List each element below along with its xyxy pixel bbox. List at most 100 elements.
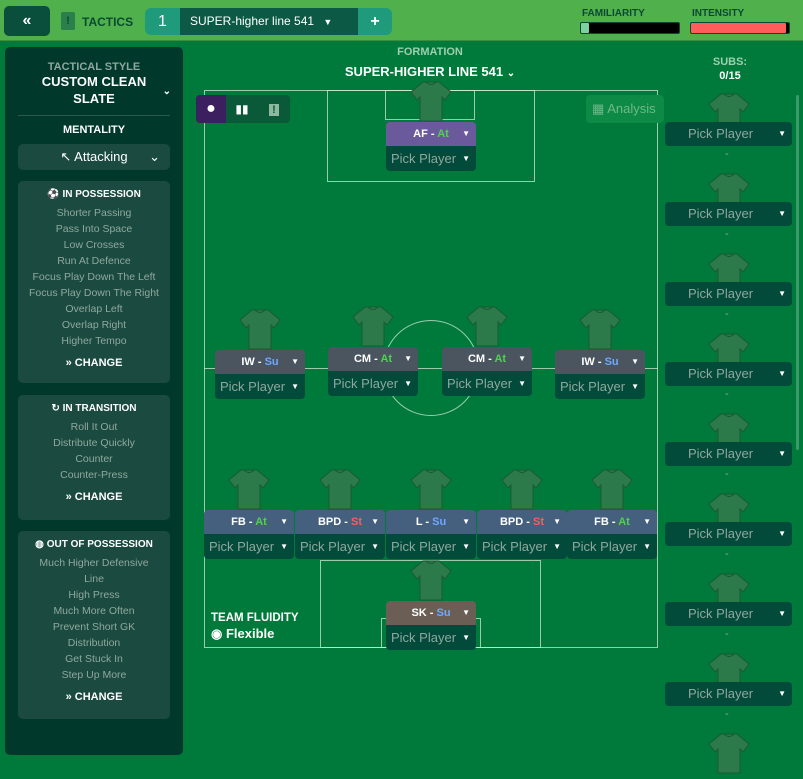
role-duty-select[interactable]: BPD - St ▼ [477,510,567,534]
sub-slot-select[interactable]: Pick Player ▼ [665,362,792,386]
double-chevron-left-icon: « [22,12,32,29]
tactic-selector[interactable]: SUPER-higher line 541 ▼ [180,8,358,35]
pick-player-label: Pick Player [688,126,754,141]
transition-icon: ↻ [51,403,63,414]
player-slot-cm: CM - At ▼ Pick Player ▼ [328,347,418,396]
subs-label: SUBS: [712,56,748,68]
role-duty-select[interactable]: IW - Su ▼ [215,350,305,374]
change-label: CHANGE [74,691,123,703]
familiarity-meter[interactable] [580,22,680,34]
tactical-style-select[interactable]: CUSTOM CLEAN SLATE ⌄ [5,73,183,107]
role-duty-select[interactable]: FB - At ▼ [567,510,657,534]
role-separator: - [254,356,265,368]
dropdown-arrow-icon: ▼ [778,529,786,538]
dropdown-arrow-icon: ▼ [518,354,526,363]
player-slot-af: AF - At ▼ Pick Player ▼ [386,122,476,171]
pick-player-select[interactable]: Pick Player ▼ [442,371,532,396]
pick-player-label: Pick Player [688,446,754,461]
sub-slot-select[interactable]: Pick Player ▼ [665,122,792,146]
pick-player-select[interactable]: Pick Player ▼ [477,534,567,559]
player-shirt-icon [409,80,453,122]
dropdown-arrow-icon: ▼ [371,517,379,526]
subs-scrollbar[interactable] [796,95,799,450]
dropdown-arrow-icon: ▼ [462,129,470,138]
duty-name: At [255,516,267,528]
pick-player-label: Pick Player [560,379,626,394]
role-separator: - [608,516,619,528]
dropdown-arrow-icon: ▼ [553,517,561,526]
mentality-select[interactable]: ↖ Attacking ⌄ [18,144,170,170]
role-name: FB [231,516,246,528]
pick-player-select[interactable]: Pick Player ▼ [295,534,385,559]
role-separator: - [422,516,433,528]
role-separator: - [523,516,533,528]
in-transition-title: ↻ IN TRANSITION [18,403,170,414]
role-name: BPD [499,516,524,528]
sub-slot-select[interactable]: Pick Player ▼ [665,522,792,546]
change-button[interactable]: » CHANGE [18,691,170,703]
pick-player-select[interactable]: Pick Player ▼ [567,534,657,559]
formation-select[interactable]: SUPER-HIGHER LINE 541 ⌄ [300,64,560,79]
instruction-item: Overlap Right [61,319,127,331]
tactics-view-button[interactable]: ! [258,95,290,123]
pick-player-select[interactable]: Pick Player ▼ [386,146,476,171]
sub-shirt-icon [707,732,751,774]
role-separator: - [245,516,256,528]
player-slot-fb: FB - At ▼ Pick Player ▼ [567,510,657,559]
role-duty-select[interactable]: FB - At ▼ [204,510,294,534]
role-name: L [415,516,423,528]
familiarity-label: FAMILIARITY [582,8,645,19]
player-view-button[interactable]: ● [196,95,226,123]
target-icon: ◉ [211,626,223,641]
role-name: IW [241,356,255,368]
role-duty-select[interactable]: SK - Su ▼ [386,601,476,625]
add-tactic-button[interactable]: + [358,8,392,35]
sub-slot-select[interactable]: Pick Player ▼ [665,682,792,706]
player-shirt-icon [351,305,395,347]
pick-player-select[interactable]: Pick Player ▼ [386,625,476,650]
pick-player-label: Pick Player [391,151,457,166]
analysis-button[interactable]: ▦ Analysis [586,95,664,123]
change-button[interactable]: » CHANGE [18,491,170,503]
pick-player-label: Pick Player [688,366,754,381]
sub-slot-select[interactable]: Pick Player ▼ [665,602,792,626]
formation-label: FORMATION [397,46,463,58]
pick-player-select[interactable]: Pick Player ▼ [204,534,294,559]
dropdown-arrow-icon: ▼ [778,369,786,378]
empty-sub-dash: - [725,468,729,480]
sub-slot-select[interactable]: Pick Player ▼ [665,282,792,306]
role-duty-select[interactable]: AF - At ▼ [386,122,476,146]
role-duty-select[interactable]: CM - At ▼ [328,347,418,371]
in-possession-title: ⚽ IN POSSESSION [18,189,170,200]
role-separator: - [426,607,437,619]
dropdown-arrow-icon: ▼ [778,449,786,458]
pick-player-label: Pick Player [688,526,754,541]
role-duty-select[interactable]: L - Su ▼ [386,510,476,534]
pick-player-select[interactable]: Pick Player ▼ [386,534,476,559]
pick-player-select[interactable]: Pick Player ▼ [328,371,418,396]
intensity-meter[interactable] [690,22,790,34]
role-duty-select[interactable]: CM - At ▼ [442,347,532,371]
stats-view-button[interactable]: ▮▮ [226,95,258,123]
tactics-icon: ! [61,12,75,30]
sub-slot-select[interactable]: Pick Player ▼ [665,442,792,466]
duty-name: Su [604,356,619,368]
change-button[interactable]: » CHANGE [18,357,170,369]
pick-player-select[interactable]: Pick Player ▼ [555,374,645,399]
change-label: CHANGE [74,491,123,503]
instruction-item: Distribution [67,637,121,649]
sub-slot-select[interactable]: Pick Player ▼ [665,202,792,226]
chevron-down-icon: ⌄ [506,68,516,79]
pick-player-select[interactable]: Pick Player ▼ [215,374,305,399]
role-duty-select[interactable]: IW - Su ▼ [555,350,645,374]
instruction-item: Focus Play Down The Left [32,271,156,283]
dropdown-arrow-icon: ▼ [778,129,786,138]
role-duty-select[interactable]: BPD - St ▼ [295,510,385,534]
duty-name: St [351,516,362,528]
back-button[interactable]: « [4,6,50,36]
empty-sub-dash: - [725,388,729,400]
tactic-slot-number[interactable]: 1 [145,8,180,35]
empty-sub-dash: - [725,708,729,720]
empty-sub-dash: - [725,308,729,320]
change-label: CHANGE [74,357,123,369]
